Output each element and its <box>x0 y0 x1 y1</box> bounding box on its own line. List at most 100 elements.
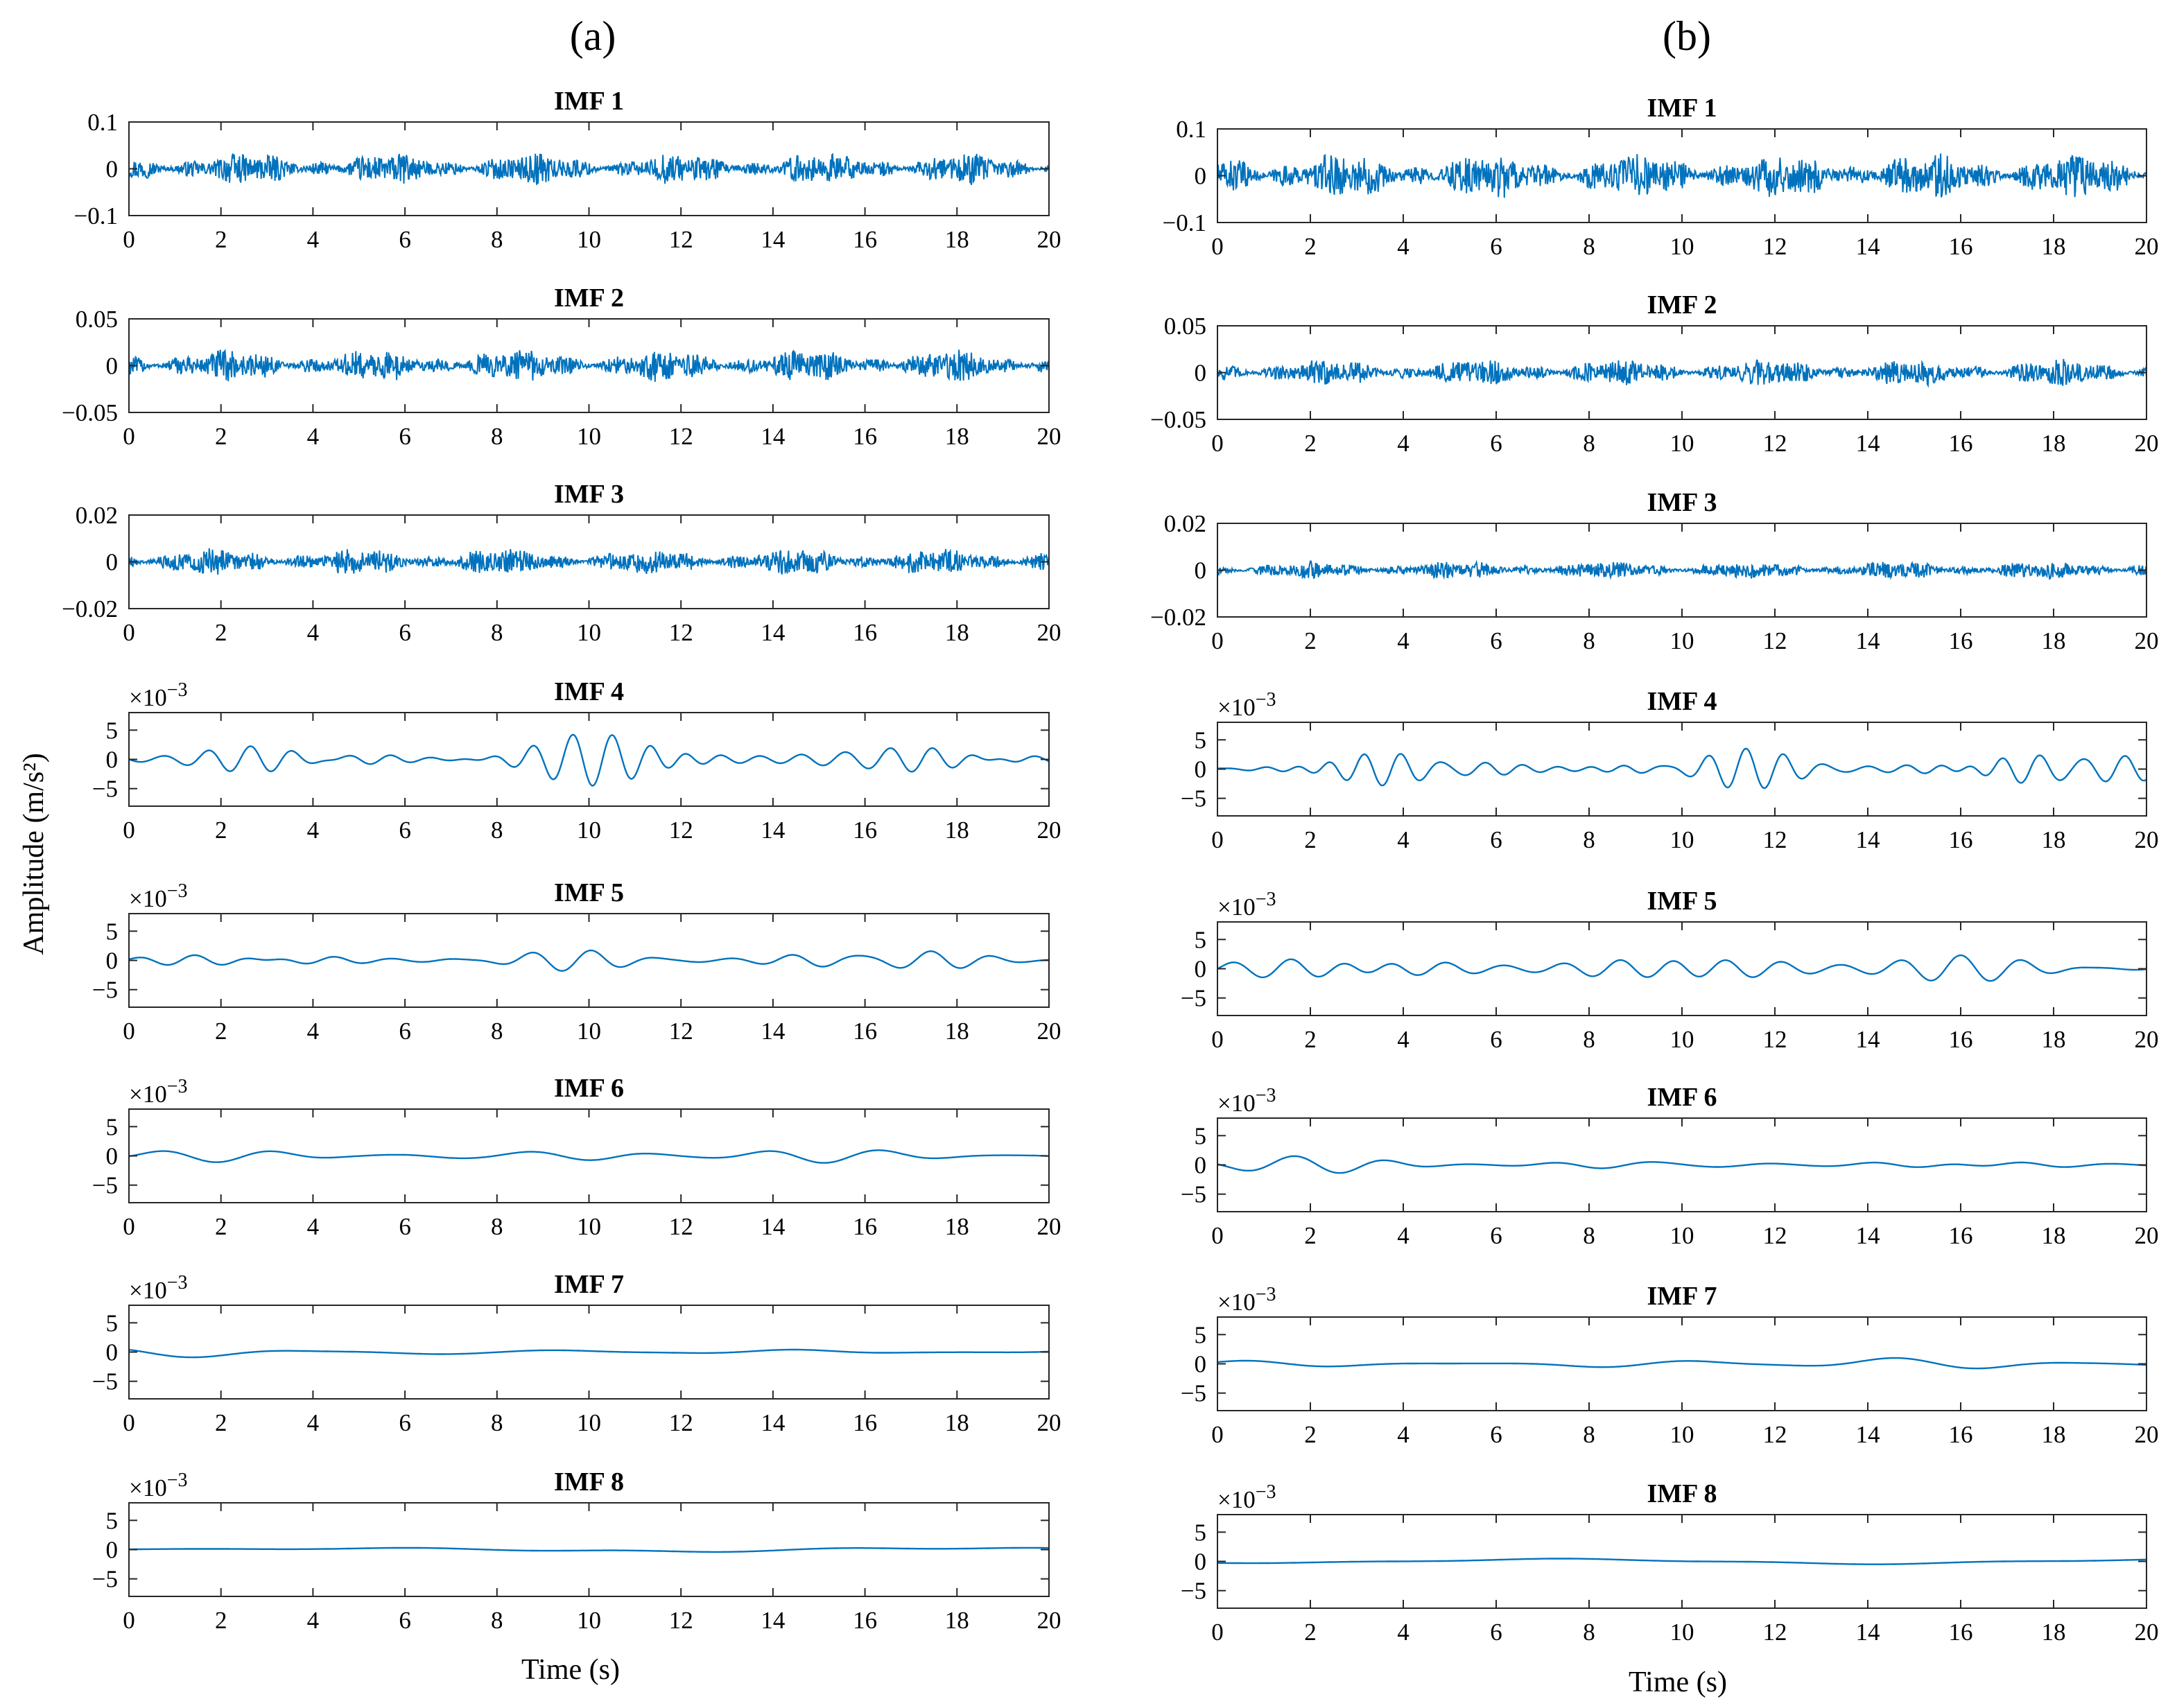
y-tick-label: −0.05 <box>1150 406 1206 433</box>
x-tick-label: 16 <box>853 423 877 450</box>
x-tick-label: 12 <box>1763 430 1787 457</box>
subplot-b-imf4: 5 0−50 2 4 6 8 10 12 14 16 18 20 IMF 4 ×10−3 <box>1181 687 2159 853</box>
y-tick-label: −5 <box>1181 985 1206 1012</box>
y-tick-label: 0 <box>1195 1152 1207 1179</box>
x-tick-label: 8 <box>491 1018 503 1045</box>
y-tick-label: −5 <box>92 1368 118 1395</box>
x-tick-label: 18 <box>2042 1222 2066 1249</box>
x-tick-label: 0 <box>1211 1222 1224 1249</box>
x-tick-label: 4 <box>1397 1619 1410 1646</box>
y-tick-label: 5 <box>1195 726 1207 753</box>
x-tick-label: 16 <box>853 1018 877 1045</box>
x-tick-label: 20 <box>1037 423 1061 450</box>
x-tick-label: 8 <box>1583 1222 1595 1249</box>
x-tick-label: 10 <box>577 1213 601 1240</box>
y-tick-label: 0 <box>106 747 119 774</box>
x-tick-label: 16 <box>1949 627 1973 654</box>
x-tick-label: 2 <box>1304 1026 1317 1053</box>
x-tick-label: 20 <box>1037 226 1061 253</box>
x-tick-label: 8 <box>1583 826 1595 853</box>
x-tick-label: 18 <box>945 1409 969 1436</box>
y-tick-label: −0.02 <box>1150 604 1206 631</box>
x-tick-label: 12 <box>669 817 693 844</box>
x-tick-label: 2 <box>1304 826 1317 853</box>
x-tick-label: 14 <box>1856 1026 1880 1053</box>
x-tick-label: 10 <box>1670 233 1694 260</box>
x-tick-label: 6 <box>399 1409 411 1436</box>
axis-exponent: ×10−3 <box>129 1076 188 1108</box>
subplot-a-imf4: 5 0−50 2 4 6 8 10 12 14 16 18 20 IMF 4 ×10−3 <box>92 677 1061 844</box>
axis-exponent: ×10−3 <box>129 1272 188 1304</box>
x-tick-label: 16 <box>853 619 877 646</box>
x-tick-label: 0 <box>123 226 135 253</box>
x-tick-label: 0 <box>1211 233 1224 260</box>
x-tick-label: 8 <box>1583 627 1595 654</box>
x-tick-label: 18 <box>945 817 969 844</box>
x-tick-label: 18 <box>2042 430 2066 457</box>
x-tick-label: 0 <box>1211 1421 1224 1448</box>
y-tick-label: 5 <box>106 717 119 744</box>
x-tick-label: 0 <box>123 423 135 450</box>
x-tick-label: 12 <box>669 1018 693 1045</box>
subplot-title: IMF 4 <box>554 677 624 706</box>
x-tick-label: 4 <box>1397 627 1410 654</box>
x-tick-label: 0 <box>123 1213 135 1240</box>
x-tick-label: 10 <box>577 423 601 450</box>
subplot-a-imf5: 5 0−50 2 4 6 8 10 12 14 16 18 20 IMF 5 ×10−3 <box>92 878 1061 1045</box>
x-tick-label: 6 <box>1490 233 1502 260</box>
x-tick-label: 2 <box>215 1607 227 1634</box>
y-tick-label: 0 <box>1195 1351 1207 1378</box>
x-tick-label: 0 <box>123 1607 135 1634</box>
subplot-title: IMF 4 <box>1647 687 1717 716</box>
imf-signal-line <box>1217 559 2147 580</box>
x-tick-label: 20 <box>1037 619 1061 646</box>
subplot-title: IMF 5 <box>1647 887 1717 916</box>
y-tick-label: 0 <box>1195 1549 1207 1576</box>
x-tick-label: 10 <box>1670 1619 1694 1646</box>
y-tick-label: −5 <box>1181 1181 1206 1208</box>
y-tick-label: 0.05 <box>1164 313 1206 340</box>
x-tick-label: 20 <box>2135 233 2159 260</box>
x-tick-label: 8 <box>491 1213 503 1240</box>
x-tick-label: 20 <box>2135 430 2159 457</box>
x-tick-label: 8 <box>491 226 503 253</box>
subplot-title: IMF 2 <box>554 284 624 313</box>
y-tick-label: 0 <box>106 1339 119 1366</box>
subplot-b-imf8: 5 0−50 2 4 6 8 10 12 14 16 18 20 IMF 8 ×10−3 <box>1181 1479 2159 1646</box>
subplot-a-imf8: 5 0−50 2 4 6 8 10 12 14 16 18 20 IMF 8 ×10−3 <box>92 1467 1061 1634</box>
panel-label-a: (a) <box>570 13 616 59</box>
x-tick-label: 14 <box>1856 826 1880 853</box>
x-tick-label: 8 <box>491 817 503 844</box>
axes-frame <box>1217 1316 2147 1411</box>
axes-frame <box>1217 722 2147 817</box>
x-tick-label: 12 <box>1763 1222 1787 1249</box>
subplot-b-imf7: 5 0−50 2 4 6 8 10 12 14 16 18 20 IMF 7 ×10−3 <box>1181 1282 2159 1448</box>
subplot-b-imf5: 5 0−50 2 4 6 8 10 12 14 16 18 20 IMF 5 ×10−3 <box>1181 887 2159 1053</box>
x-tick-label: 18 <box>2042 1026 2066 1053</box>
x-tick-label: 4 <box>307 423 320 450</box>
x-tick-label: 14 <box>761 1607 785 1634</box>
x-tick-label: 4 <box>307 1018 320 1045</box>
x-tick-label: 20 <box>1037 1607 1061 1634</box>
imf-signal-line <box>128 152 1050 185</box>
x-tick-label: 12 <box>669 619 693 646</box>
x-tick-label: 10 <box>1670 826 1694 853</box>
x-tick-label: 18 <box>2042 1619 2066 1646</box>
subplot-title: IMF 3 <box>1647 488 1717 517</box>
y-tick-label: 0 <box>1195 557 1207 584</box>
axis-exponent: ×10−3 <box>1217 1284 1276 1316</box>
x-tick-label: 18 <box>2042 826 2066 853</box>
y-tick-label: 0.1 <box>1176 116 1206 143</box>
x-tick-label: 4 <box>307 1409 320 1436</box>
x-tick-label: 8 <box>1583 1026 1595 1053</box>
x-tick-label: 12 <box>669 1213 693 1240</box>
panel-label-b: (b) <box>1663 13 1711 59</box>
imf-signal-line <box>128 733 1050 787</box>
imf-signal-line <box>1217 1155 2147 1174</box>
x-tick-label: 14 <box>761 817 785 844</box>
axis-exponent: ×10−3 <box>1217 1481 1276 1513</box>
x-tick-label: 4 <box>1397 1026 1410 1053</box>
